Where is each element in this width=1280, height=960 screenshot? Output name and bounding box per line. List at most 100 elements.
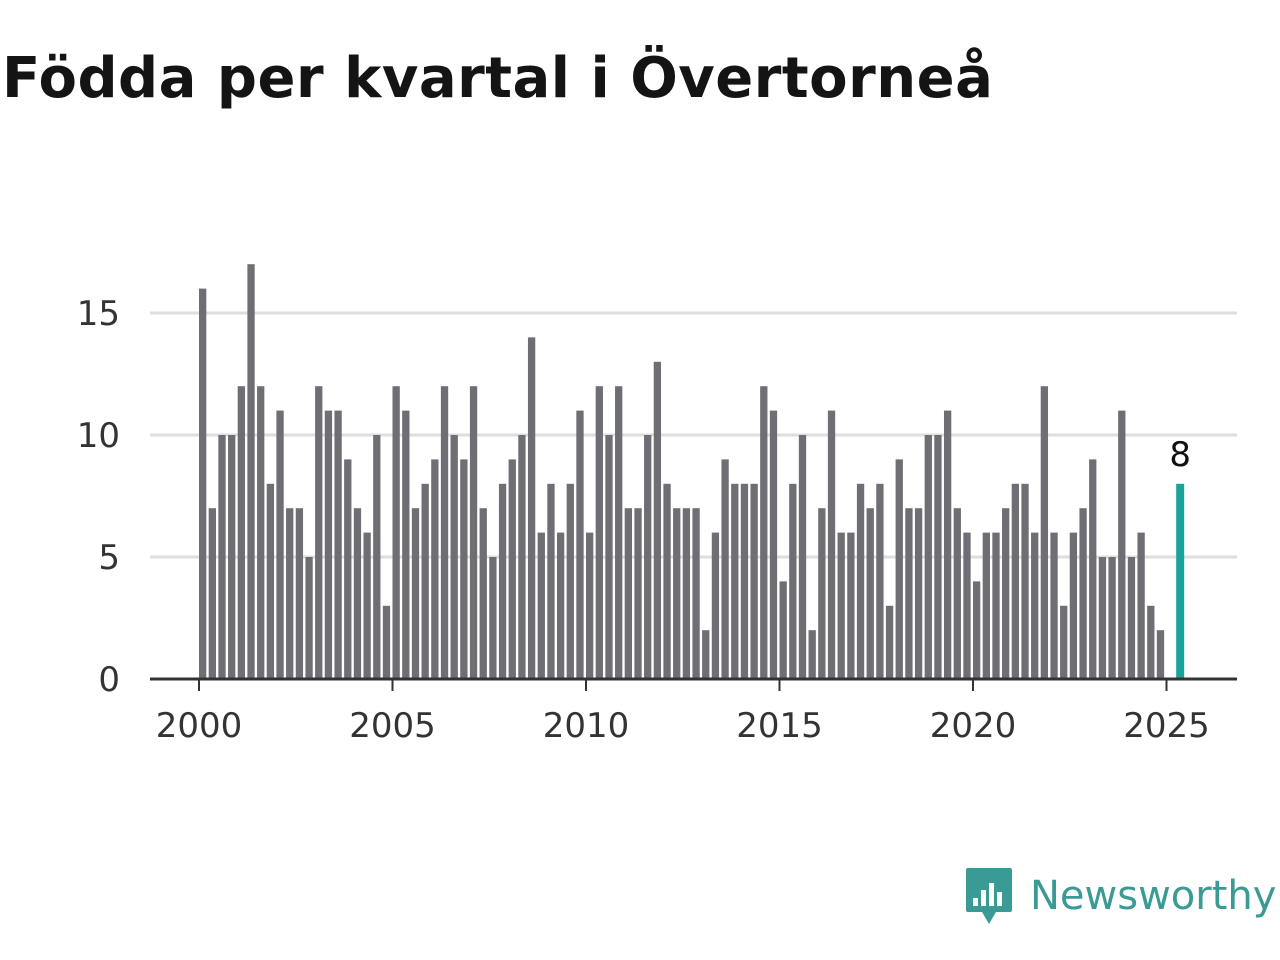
y-tick-label: 10 bbox=[77, 416, 120, 456]
bar bbox=[760, 386, 768, 679]
bar bbox=[527, 337, 536, 679]
bar bbox=[508, 459, 516, 679]
bar bbox=[353, 508, 362, 679]
bar bbox=[711, 532, 720, 679]
bar bbox=[1069, 532, 1078, 679]
bar bbox=[440, 386, 449, 679]
bar bbox=[1031, 532, 1039, 679]
bar bbox=[876, 483, 884, 679]
x-tick-label: 2025 bbox=[1123, 706, 1210, 746]
bar bbox=[905, 508, 913, 679]
bar bbox=[1079, 508, 1087, 679]
bar bbox=[1147, 605, 1155, 679]
bar bbox=[1108, 557, 1116, 679]
bar bbox=[276, 410, 284, 679]
bars bbox=[199, 264, 1185, 679]
bar bbox=[1098, 557, 1107, 679]
bar bbox=[373, 435, 381, 679]
bar bbox=[1050, 532, 1058, 679]
bar bbox=[624, 508, 632, 679]
bar bbox=[228, 435, 236, 679]
x-tick-label: 2020 bbox=[930, 706, 1017, 746]
bar bbox=[421, 483, 429, 679]
labels: 0 5 10 15 8 2000 2005 2010 2015 2020 2025 bbox=[77, 294, 1210, 746]
bar bbox=[1089, 459, 1097, 679]
bar bbox=[208, 508, 216, 679]
bar bbox=[885, 605, 894, 679]
bar bbox=[218, 435, 226, 679]
bar bbox=[344, 459, 352, 679]
bar bbox=[866, 508, 874, 679]
x-tick-label: 2010 bbox=[543, 706, 630, 746]
bar bbox=[692, 508, 700, 679]
bar bbox=[644, 435, 652, 679]
bar bbox=[392, 386, 400, 679]
y-tick-label: 0 bbox=[98, 660, 120, 700]
bar bbox=[856, 483, 865, 679]
bar bbox=[914, 508, 923, 679]
highlight-value-label: 8 bbox=[1169, 435, 1191, 475]
bar bbox=[653, 361, 662, 679]
bar bbox=[305, 557, 313, 679]
bar bbox=[1127, 557, 1136, 679]
bar bbox=[199, 288, 207, 679]
bar bbox=[798, 435, 807, 679]
bar bbox=[247, 264, 255, 679]
bar bbox=[1040, 386, 1049, 679]
bar bbox=[411, 508, 420, 679]
bar bbox=[973, 581, 981, 679]
bar bbox=[818, 508, 826, 679]
bar bbox=[769, 410, 778, 679]
x-tick-label: 2015 bbox=[736, 706, 823, 746]
brand-logo: Newsworthy bbox=[964, 864, 1276, 928]
bar bbox=[566, 483, 574, 679]
newsworthy-logo-icon bbox=[966, 868, 1012, 924]
highlight-bar bbox=[1176, 483, 1185, 679]
bar bbox=[1002, 508, 1010, 679]
bar bbox=[702, 630, 710, 679]
bar bbox=[750, 483, 758, 679]
bar bbox=[237, 386, 245, 679]
bar bbox=[634, 508, 642, 679]
bar bbox=[779, 581, 787, 679]
chart-title: Födda per kvartal i Övertorneå bbox=[2, 46, 994, 111]
bar bbox=[266, 483, 275, 679]
bar bbox=[682, 508, 691, 679]
bar bbox=[924, 435, 932, 679]
bar bbox=[953, 508, 961, 679]
bar bbox=[257, 386, 265, 679]
bar bbox=[943, 410, 952, 679]
axes bbox=[150, 677, 1237, 691]
bar bbox=[537, 532, 545, 679]
bar bbox=[286, 508, 294, 679]
bar bbox=[1011, 483, 1019, 679]
bar bbox=[934, 435, 942, 679]
bar bbox=[498, 483, 507, 679]
bar bbox=[382, 605, 391, 679]
bar bbox=[324, 410, 333, 679]
bar bbox=[740, 483, 749, 679]
bar bbox=[518, 435, 526, 679]
bar bbox=[479, 508, 487, 679]
bar bbox=[334, 410, 342, 679]
bar bbox=[469, 386, 478, 679]
x-tick-label: 2000 bbox=[156, 706, 243, 746]
y-tick-label: 5 bbox=[98, 538, 120, 578]
bar bbox=[615, 386, 623, 679]
bar bbox=[595, 386, 603, 679]
bar bbox=[837, 532, 845, 679]
bar bbox=[721, 459, 729, 679]
bar bbox=[605, 435, 613, 679]
bar bbox=[489, 557, 497, 679]
bar bbox=[895, 459, 903, 679]
bar bbox=[460, 459, 468, 679]
bar bbox=[431, 459, 439, 679]
bar bbox=[1137, 532, 1145, 679]
bar bbox=[1060, 605, 1068, 679]
bar bbox=[827, 410, 836, 679]
bar bbox=[673, 508, 681, 679]
bar bbox=[663, 483, 671, 679]
x-tick-label: 2005 bbox=[349, 706, 436, 746]
brand-name: Newsworthy bbox=[1030, 873, 1277, 919]
